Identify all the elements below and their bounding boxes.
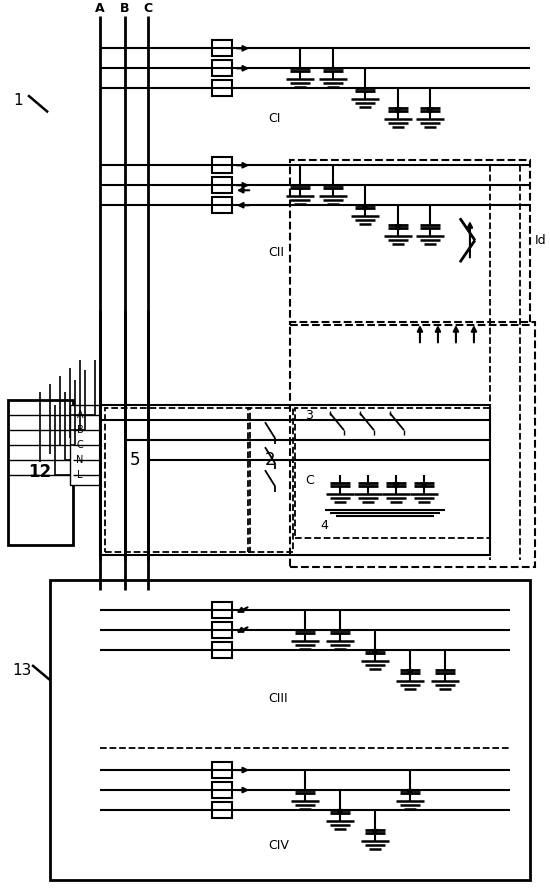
Bar <box>212 802 232 818</box>
Bar <box>212 762 232 778</box>
Text: 5: 5 <box>130 452 140 470</box>
Bar <box>212 602 232 618</box>
Text: CIII: CIII <box>268 692 288 704</box>
Bar <box>212 642 232 658</box>
Bar <box>70 405 102 485</box>
Text: 12: 12 <box>29 463 52 481</box>
Bar <box>8 401 73 545</box>
Text: B: B <box>76 426 84 435</box>
Text: CIV: CIV <box>268 839 289 851</box>
Text: C: C <box>305 474 313 487</box>
Text: 4: 4 <box>320 519 328 531</box>
Bar <box>100 405 490 556</box>
Bar <box>212 60 232 76</box>
Text: Id: Id <box>535 234 547 246</box>
Text: C: C <box>76 440 84 450</box>
Text: 3: 3 <box>305 409 313 422</box>
Text: A: A <box>95 2 105 15</box>
Text: B: B <box>120 2 130 15</box>
Text: CI: CI <box>268 112 280 125</box>
Text: 2: 2 <box>265 452 276 470</box>
Bar <box>50 580 530 880</box>
Bar <box>212 782 232 798</box>
Text: 1: 1 <box>13 93 23 108</box>
Bar <box>212 622 232 638</box>
Text: A: A <box>77 410 84 420</box>
Text: 13: 13 <box>13 662 32 677</box>
Bar <box>212 81 232 96</box>
Text: C: C <box>144 2 152 15</box>
Bar <box>212 177 232 194</box>
Bar <box>212 158 232 173</box>
Bar <box>212 197 232 213</box>
Bar <box>212 40 232 56</box>
Text: N: N <box>76 455 84 465</box>
Text: CII: CII <box>268 246 284 259</box>
Text: L: L <box>78 470 83 480</box>
